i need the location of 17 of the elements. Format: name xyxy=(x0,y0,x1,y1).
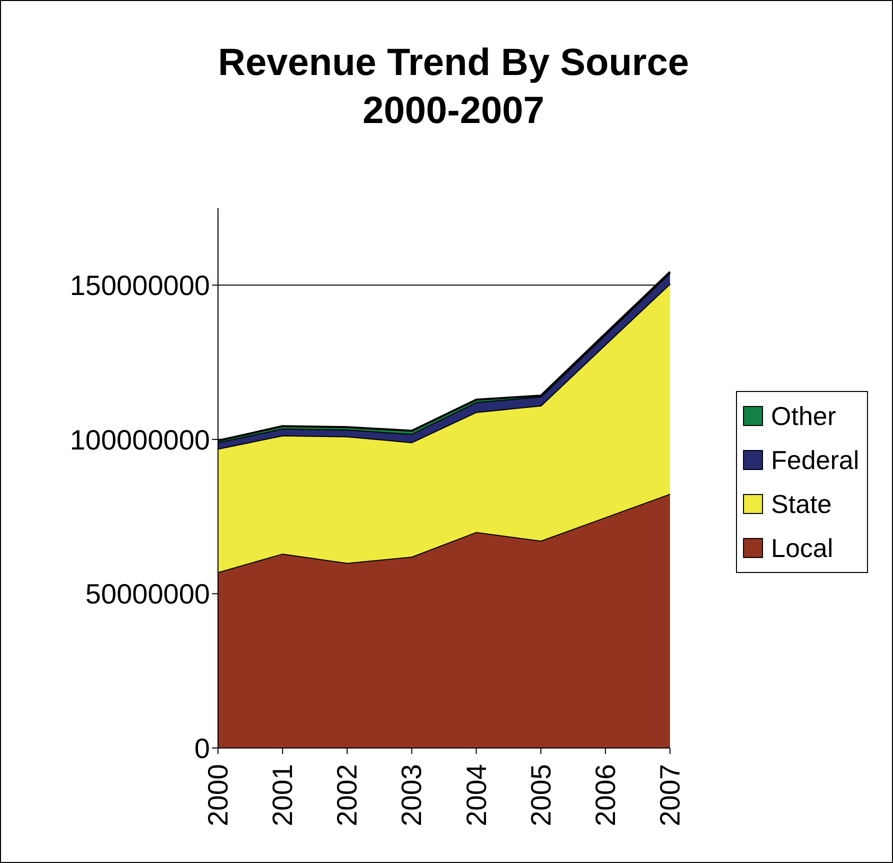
x-tick-label: 2000 xyxy=(202,764,234,826)
legend-label: Other xyxy=(771,400,836,432)
y-tick-label: 150000000 xyxy=(70,270,210,302)
y-tick-label: 100000000 xyxy=(70,424,210,456)
x-tick-label: 2007 xyxy=(654,764,686,826)
chart-title: Revenue Trend By Source 2000-2007 xyxy=(217,41,690,134)
x-tick-label: 2004 xyxy=(460,764,492,826)
x-tick-label: 2005 xyxy=(525,764,556,826)
y-tick-label: 50000000 xyxy=(85,578,210,610)
x-tick-label: 2001 xyxy=(267,764,298,826)
y-tick-label: 0 xyxy=(194,732,210,764)
legend-label: State xyxy=(771,488,832,520)
x-tick-label: 2003 xyxy=(396,764,428,826)
legend-label: Federal xyxy=(771,444,860,476)
x-tick-label: 2006 xyxy=(590,764,621,826)
legend-label: Local xyxy=(771,532,834,564)
x-tick-label: 2002 xyxy=(332,764,363,826)
